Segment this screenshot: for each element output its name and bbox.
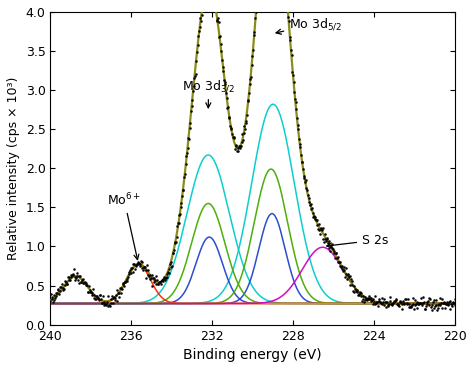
X-axis label: Binding energy (eV): Binding energy (eV) [183,348,322,362]
Text: S 2s: S 2s [327,234,389,248]
Text: Mo$^{6+}$: Mo$^{6+}$ [107,191,141,259]
Text: Mo 3d$_{3/2}$: Mo 3d$_{3/2}$ [182,78,235,108]
Text: Mo 3d$_{5/2}$: Mo 3d$_{5/2}$ [276,16,342,34]
Y-axis label: Relative intensity (cps × 10³): Relative intensity (cps × 10³) [7,77,20,260]
